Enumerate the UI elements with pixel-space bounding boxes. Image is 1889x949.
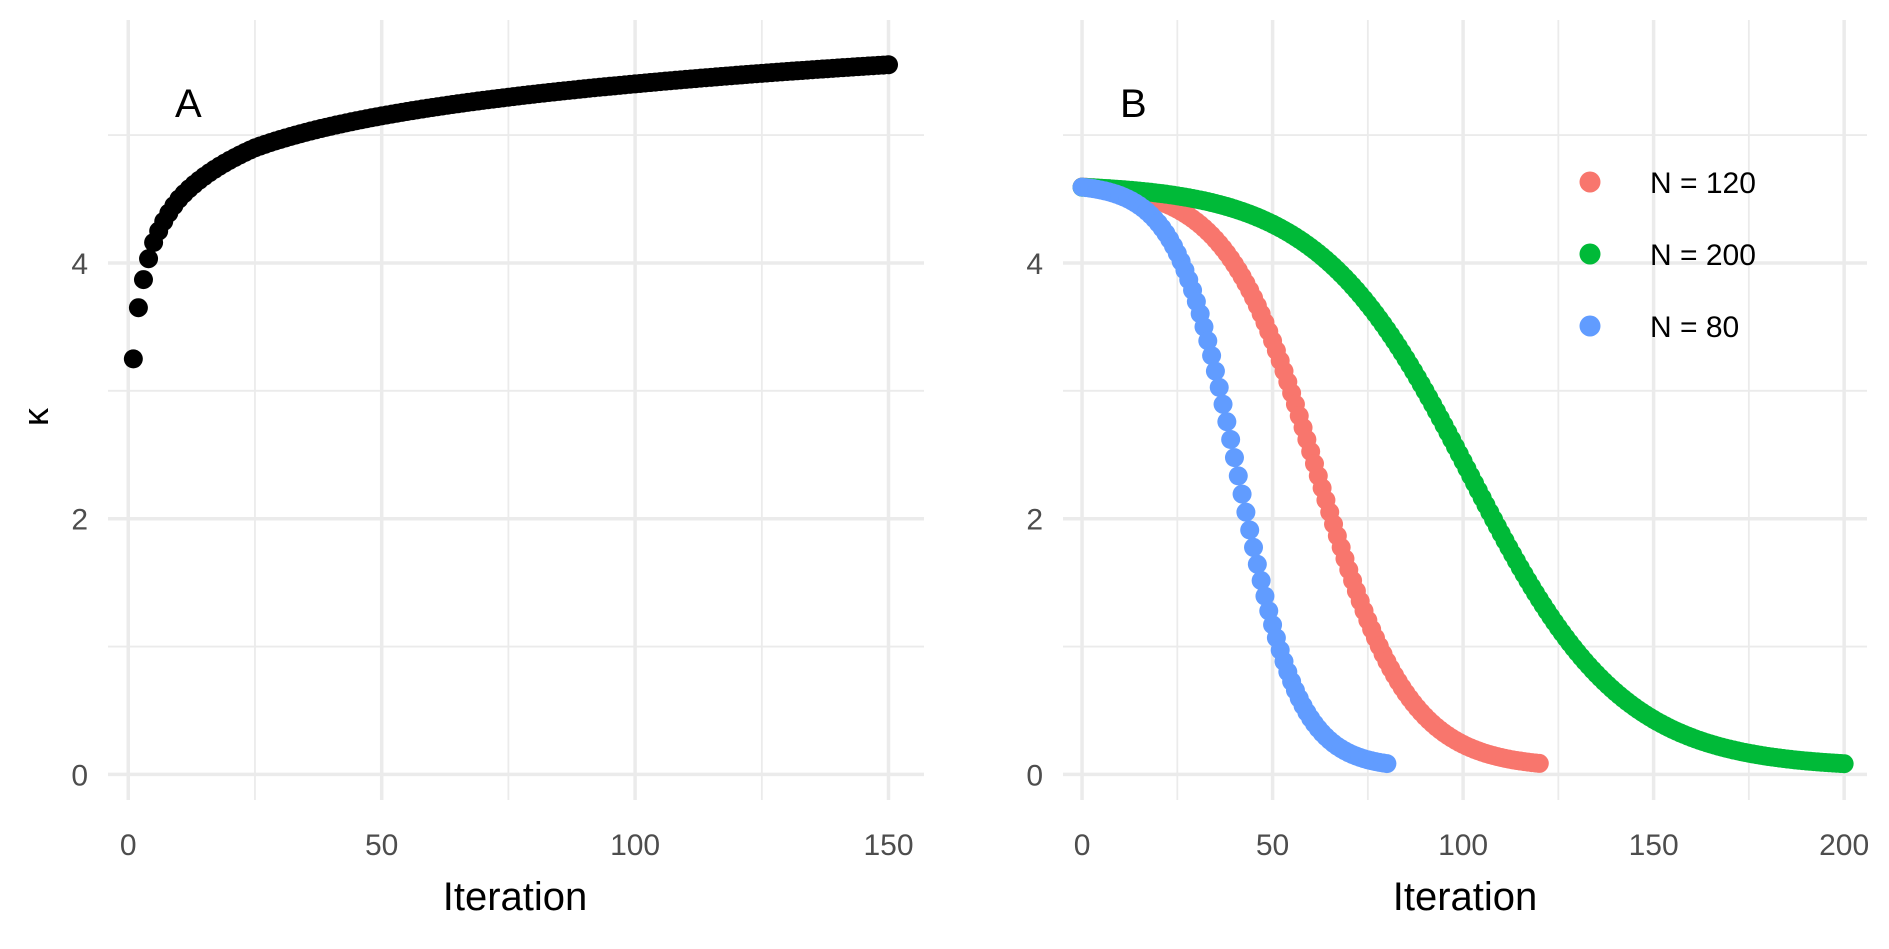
data-point — [133, 270, 153, 290]
panel-a-y-axis-label: κ — [15, 407, 56, 426]
panel-b-x-ticks: 0 50 100 150 200 — [1074, 829, 1869, 862]
data-point — [128, 298, 148, 318]
data-point — [1247, 554, 1267, 574]
data-point — [1244, 537, 1264, 557]
data-point — [1228, 466, 1248, 486]
data-point — [879, 55, 899, 75]
y-tick-label: 2 — [71, 504, 88, 537]
x-tick-label: 0 — [1074, 829, 1091, 862]
panel-a-x-ticks: 0 50 100 150 — [120, 829, 914, 862]
panel-a-label: A — [175, 82, 202, 126]
legend-label: N = 120 — [1650, 167, 1756, 200]
panel-a-y-ticks: 0 2 4 — [71, 248, 88, 792]
panel-b-legend: N = 120 N = 200 N = 80 — [1579, 167, 1756, 344]
legend-key — [1579, 171, 1601, 193]
y-tick-label: 0 — [71, 759, 88, 792]
y-tick-label: 0 — [1026, 759, 1043, 792]
data-point — [1255, 586, 1275, 606]
data-point — [1217, 412, 1237, 432]
legend-key — [1579, 243, 1601, 265]
panel-b-label: B — [1120, 82, 1147, 126]
data-point — [1251, 571, 1271, 591]
data-point — [1377, 754, 1397, 774]
x-tick-label: 50 — [365, 829, 398, 862]
panel-b-grid — [1063, 20, 1867, 800]
panel-a-points — [123, 55, 899, 369]
data-point — [1232, 484, 1252, 504]
panel-b-y-ticks: 0 2 4 — [1026, 248, 1043, 792]
x-tick-label: 150 — [863, 829, 913, 862]
data-point — [1529, 753, 1549, 773]
panel-b-points — [1072, 177, 1854, 774]
x-tick-label: 50 — [1256, 829, 1289, 862]
y-tick-label: 4 — [71, 248, 88, 281]
x-tick-label: 100 — [610, 829, 660, 862]
y-tick-label: 4 — [1026, 248, 1043, 281]
data-point — [1240, 520, 1260, 540]
data-point — [1221, 430, 1241, 450]
panel-b-x-axis-label: Iteration — [1393, 875, 1538, 919]
legend-key — [1579, 315, 1601, 337]
legend-label: N = 80 — [1650, 311, 1739, 344]
data-point — [1205, 361, 1225, 381]
x-tick-label: 0 — [120, 829, 137, 862]
series-0 — [123, 55, 899, 369]
data-point — [139, 249, 159, 269]
data-point — [1213, 394, 1233, 414]
data-point — [1209, 377, 1229, 397]
series-2 — [1072, 177, 1397, 774]
legend-label: N = 200 — [1650, 239, 1756, 272]
x-tick-label: 100 — [1438, 829, 1488, 862]
data-point — [1236, 502, 1256, 522]
data-point — [1198, 331, 1218, 351]
x-tick-label: 200 — [1819, 829, 1869, 862]
data-point — [1202, 346, 1222, 366]
data-point — [1834, 754, 1854, 774]
data-point — [123, 349, 143, 369]
x-tick-label: 150 — [1629, 829, 1679, 862]
panel-a-grid — [108, 20, 924, 800]
y-tick-label: 2 — [1026, 504, 1043, 537]
data-point — [1224, 448, 1244, 468]
panel-a: 0 50 100 150 0 2 4 A Iteration κ — [15, 20, 924, 919]
panel-a-x-axis-label: Iteration — [443, 875, 588, 919]
